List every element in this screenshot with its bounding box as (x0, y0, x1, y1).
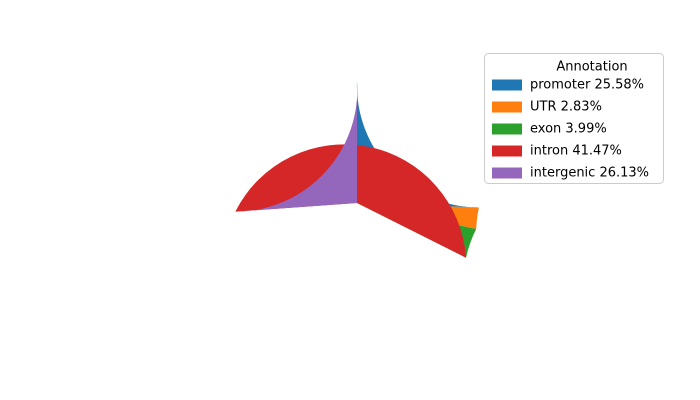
legend-label-UTR: UTR 2.83% (530, 100, 602, 115)
legend-swatch-intergenic (492, 167, 522, 179)
pie-slices-group (235, 81, 479, 258)
legend-title: Annotation (556, 60, 627, 75)
legend-swatch-UTR (492, 101, 522, 113)
chart-legend: Annotation promoter 25.58% UTR 2.83% exon 3… (484, 53, 664, 184)
pie-slice-intergenic (235, 81, 358, 212)
legend-label-exon: exon 3.99% (530, 122, 607, 137)
legend-label-intergenic: intergenic 26.13% (530, 166, 649, 181)
legend-box (484, 53, 664, 184)
legend-label-intron: intron 41.47% (530, 144, 622, 159)
legend-swatch-promoter (492, 79, 522, 91)
legend-swatch-exon (492, 123, 522, 135)
legend-label-promoter: promoter 25.58% (530, 78, 644, 93)
legend-swatch-intron (492, 145, 522, 157)
